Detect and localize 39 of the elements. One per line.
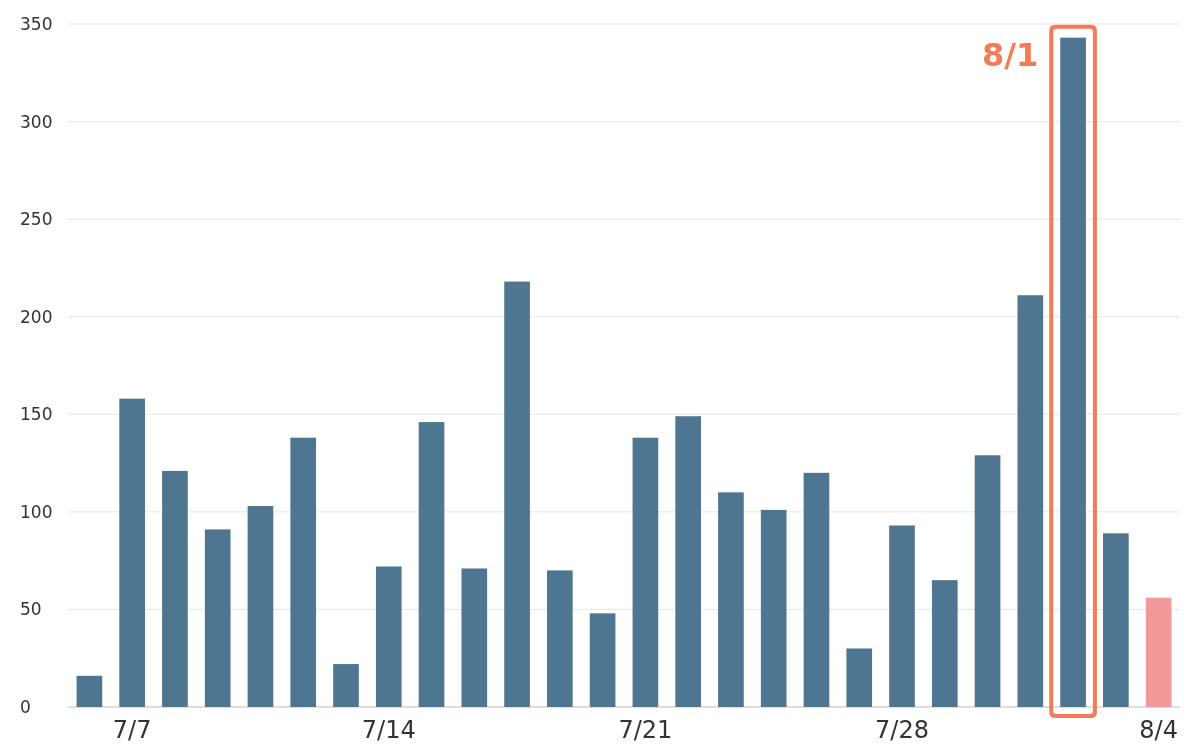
y-tick-label: 100 [20, 501, 53, 522]
bar [375, 566, 402, 707]
bar [1145, 597, 1172, 707]
bar [846, 648, 873, 707]
x-tick-label: 7/7 [112, 716, 152, 744]
bar [247, 506, 274, 707]
bar [1103, 533, 1129, 707]
y-tick-label: 150 [20, 404, 53, 425]
bar [76, 675, 103, 707]
bar [504, 281, 530, 707]
y-tick-label: 50 [20, 599, 42, 620]
x-tick-label: 7/28 [875, 716, 929, 744]
bar [974, 455, 1001, 707]
bar [889, 525, 915, 707]
bar [119, 398, 145, 707]
bar [931, 580, 958, 707]
y-tick-label: 350 [20, 13, 53, 34]
x-tick-label: 8/4 [1139, 716, 1178, 744]
y-tick-label: 250 [20, 209, 53, 230]
bar [718, 492, 744, 707]
bar [675, 416, 701, 707]
y-tick-label: 300 [20, 111, 53, 132]
bar [290, 437, 317, 707]
x-tick-label: 7/14 [361, 716, 416, 744]
bar [632, 437, 659, 707]
bar [333, 664, 359, 707]
bar [204, 529, 231, 707]
bar [461, 568, 488, 707]
bar [1017, 295, 1044, 707]
y-tick-label: 200 [20, 306, 53, 327]
y-tick-label: 0 [20, 696, 31, 717]
bar [162, 470, 188, 707]
bar [547, 570, 573, 707]
bar [803, 472, 830, 707]
bar [418, 422, 445, 707]
x-tick-label: 7/21 [618, 716, 673, 744]
bar [589, 613, 616, 707]
bar [760, 509, 787, 707]
annotation: 8/1 [982, 35, 1039, 74]
